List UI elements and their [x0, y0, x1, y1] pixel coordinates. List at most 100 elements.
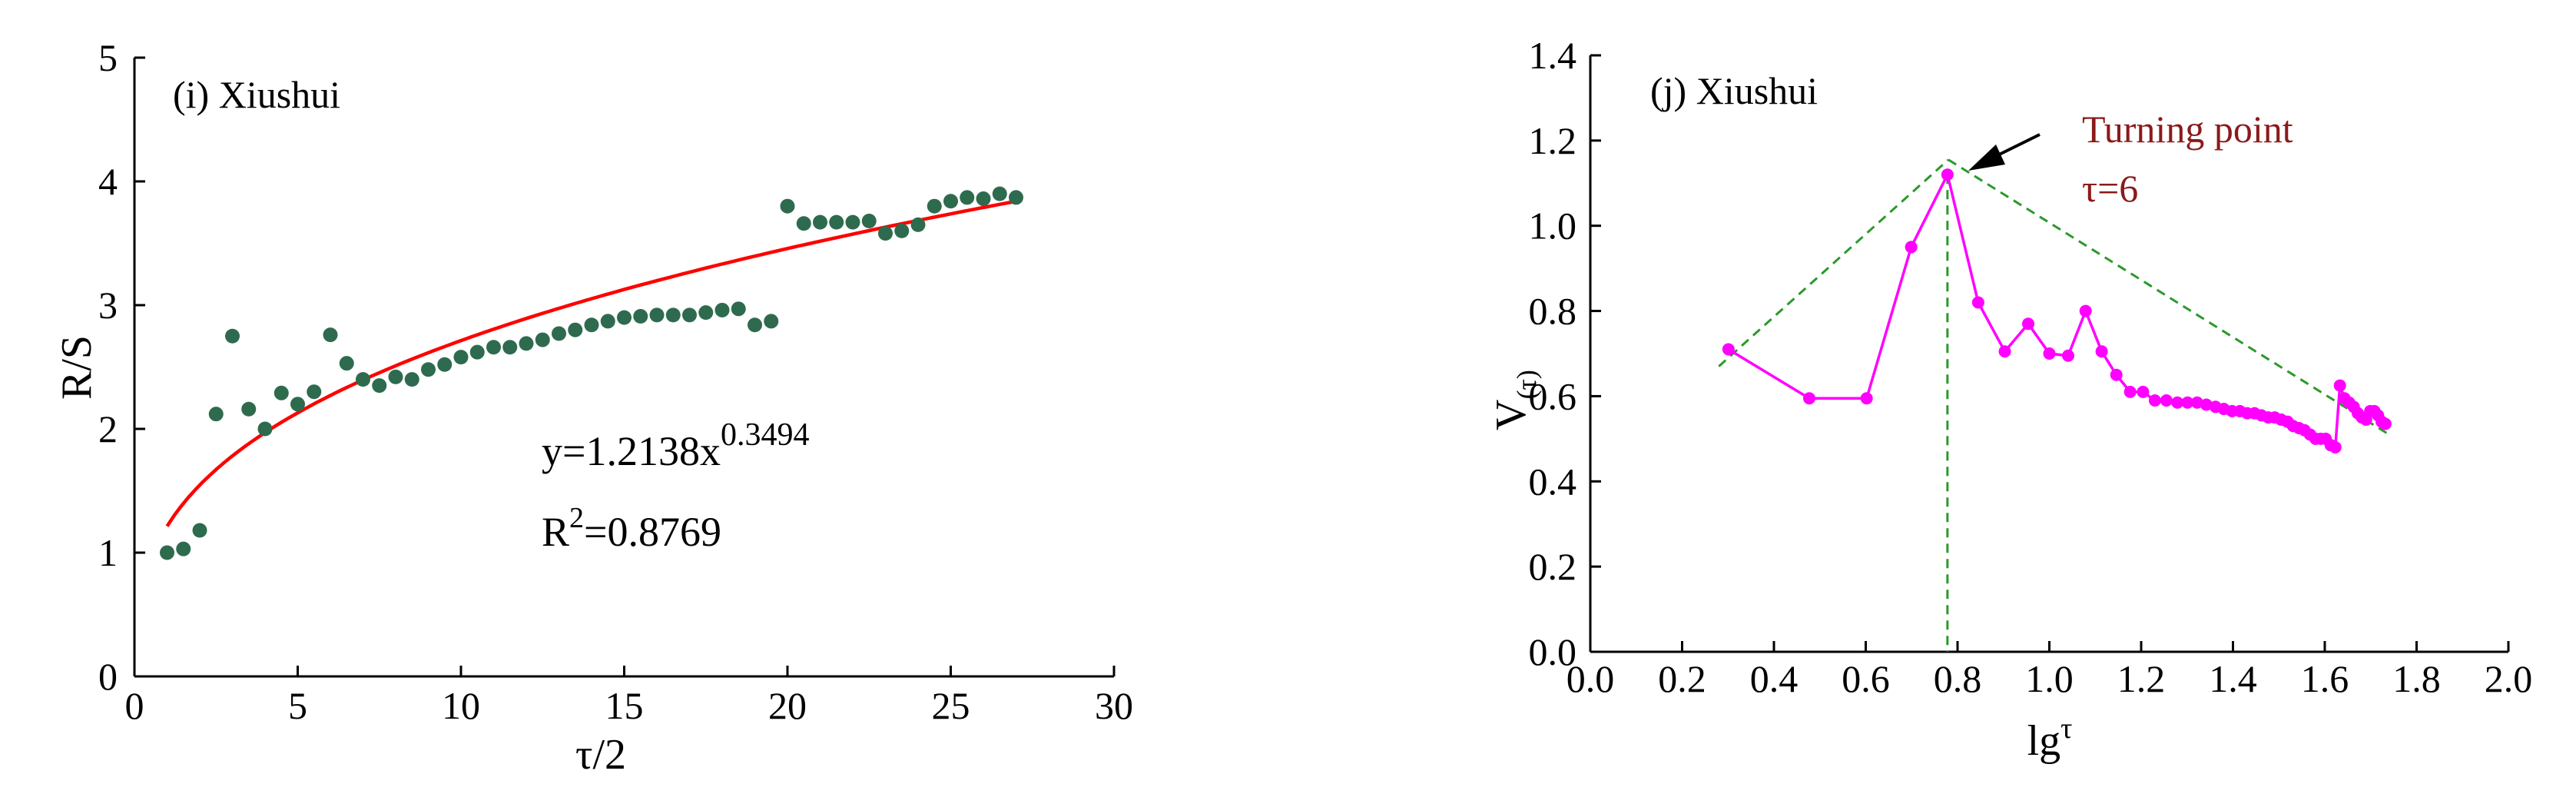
left-data-point — [388, 369, 403, 384]
right-x-tick-label: 2.0 — [2485, 657, 2533, 700]
left-data-point — [568, 322, 583, 337]
left-data-point — [290, 397, 305, 412]
right-data-point — [2061, 349, 2074, 362]
left-data-point — [943, 194, 958, 209]
left-x-ticks: 0 5 10 15 20 25 30 — [125, 666, 1133, 727]
left-data-point — [356, 372, 370, 387]
right-data-point — [1998, 345, 2011, 358]
left-gridless-frame — [133, 58, 1114, 678]
left-x-tick-label: 0 — [125, 684, 144, 727]
left-data-point — [813, 214, 827, 230]
left-data-point — [992, 186, 1007, 201]
left-r-squared-value: =0.8769 — [584, 509, 721, 555]
right-data-point — [1905, 241, 1918, 254]
left-data-point — [257, 421, 273, 437]
left-data-point — [486, 340, 501, 355]
left-data-point — [225, 328, 240, 344]
left-data-point — [404, 372, 419, 387]
right-x-axis-label-base: lg — [2027, 717, 2061, 765]
left-data-point — [274, 385, 289, 400]
left-data-point — [927, 198, 942, 214]
left-data-point — [1009, 190, 1023, 205]
right-data-point — [2110, 368, 2123, 381]
left-data-point — [307, 384, 322, 400]
left-data-point — [535, 332, 550, 347]
right-x-tick-label: 0.6 — [1842, 657, 1890, 700]
left-data-point — [796, 216, 811, 231]
right-series-line — [1727, 171, 2386, 450]
right-data-points — [1722, 168, 2392, 453]
right-y-tick-label: 1.2 — [1529, 119, 1577, 162]
left-x-tick-label: 20 — [768, 684, 807, 727]
right-y-axis-label: V(τ) — [1487, 370, 1542, 430]
left-data-point — [323, 327, 338, 343]
left-y-tick-label: 1 — [98, 531, 118, 574]
left-data-point — [453, 350, 469, 365]
turning-point-arrow-head — [1968, 145, 2005, 171]
left-data-point — [682, 307, 697, 323]
left-data-point — [208, 407, 224, 422]
right-x-axis-label: lgτ — [2027, 713, 2073, 765]
right-data-point — [2137, 385, 2150, 398]
right-x-tick-label: 0.4 — [1750, 657, 1799, 700]
turning-point-tau-label: τ=6 — [2082, 167, 2138, 210]
left-r-squared: R2=0.8769 — [542, 502, 721, 555]
left-y-tick-label: 2 — [98, 407, 118, 450]
right-data-point — [2022, 317, 2035, 331]
left-r-squared-exponent: 2 — [569, 502, 584, 534]
right-y-ticks: 0.0 0.2 0.4 0.6 0.8 1.0 1.2 1.4 — [1529, 34, 1601, 673]
left-data-point — [437, 357, 453, 372]
right-data-point — [1971, 296, 1984, 309]
right-y-tick-label: 0.6 — [1529, 374, 1577, 417]
left-equation: y=1.2138x0.3494 — [542, 417, 809, 474]
right-x-tick-label: 0.0 — [1566, 657, 1615, 700]
left-data-point — [519, 336, 534, 351]
left-x-tick-label: 5 — [288, 684, 307, 727]
left-r-squared-r: R — [542, 509, 569, 555]
right-x-axis-label-sup: τ — [2060, 713, 2072, 745]
left-data-point — [845, 214, 860, 230]
right-data-point — [1860, 392, 1873, 405]
left-data-point — [584, 317, 599, 333]
left-data-point — [698, 305, 714, 321]
left-y-axis-label: R/S — [53, 335, 101, 400]
left-data-point — [372, 378, 387, 394]
left-data-point — [861, 214, 877, 229]
chart-right: 0.0 0.2 0.4 0.6 0.8 1.0 1.2 1.4 1.6 1.8 2.0 0.0 0.2… — [1487, 34, 2532, 765]
left-y-tick-label: 3 — [98, 284, 118, 327]
right-trend-line — [1948, 158, 2390, 436]
left-x-axis-label: τ/2 — [575, 731, 626, 779]
left-data-point — [764, 314, 779, 329]
right-data-point — [2160, 394, 2173, 407]
left-data-point — [502, 340, 518, 355]
left-data-point — [241, 401, 257, 417]
left-data-point — [829, 214, 844, 230]
right-data-point — [2200, 398, 2213, 411]
right-data-point — [2171, 396, 2184, 409]
right-x-tick-label: 1.4 — [2209, 657, 2257, 700]
left-panel-label: (i) Xiushui — [173, 73, 340, 116]
left-data-point — [665, 307, 681, 323]
right-y-tick-label: 0.2 — [1529, 545, 1577, 588]
right-data-point — [1941, 168, 1954, 181]
right-y-axis-label-base: V — [1487, 400, 1535, 430]
right-data-point — [2079, 304, 2092, 317]
right-x-tick-label: 0.2 — [1658, 657, 1706, 700]
right-x-tick-label: 0.8 — [1934, 657, 1982, 700]
left-x-tick-label: 30 — [1095, 684, 1133, 727]
right-trend-lines — [1718, 158, 2390, 436]
left-x-tick-label: 25 — [932, 684, 970, 727]
right-x-ticks: 0.0 0.2 0.4 0.6 0.8 1.0 1.2 1.4 1.6 1.8 2.0 — [1566, 641, 2533, 700]
right-data-point — [1722, 343, 1735, 356]
right-x-tick-label: 1.0 — [2025, 657, 2074, 700]
left-data-point — [600, 314, 615, 329]
right-y-tick-label: 1.4 — [1529, 34, 1577, 77]
right-x-tick-label: 1.6 — [2301, 657, 2349, 700]
turning-point-label: Turning point — [2082, 108, 2293, 151]
left-data-point — [192, 523, 207, 538]
right-data-point — [2095, 345, 2108, 358]
right-y-tick-label: 0.0 — [1529, 630, 1577, 673]
left-data-point — [894, 223, 910, 238]
left-data-point — [633, 308, 648, 324]
